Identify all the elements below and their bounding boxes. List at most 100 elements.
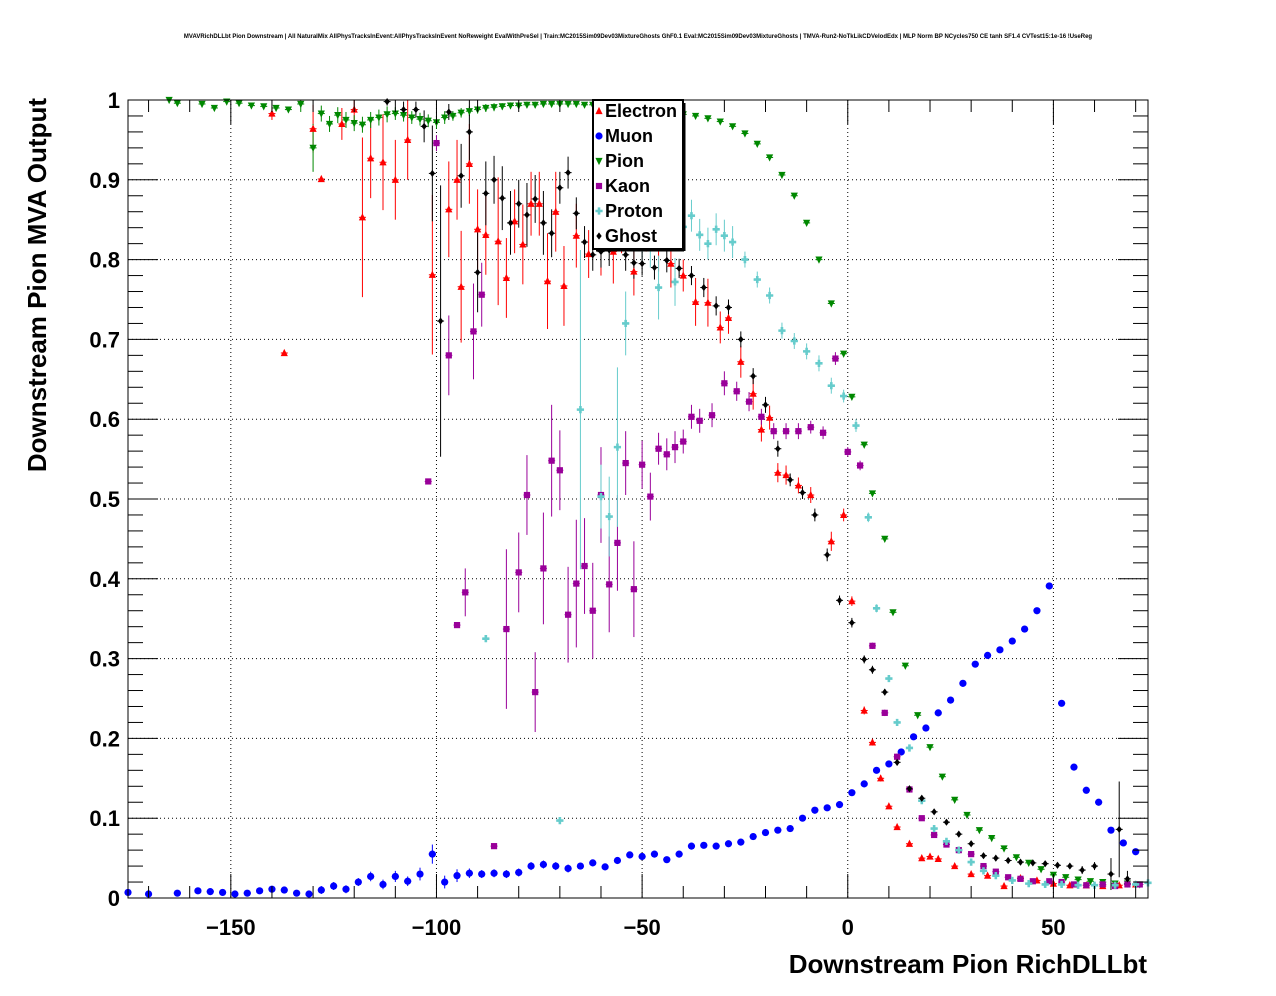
proton-point	[597, 493, 605, 501]
proton-point	[815, 359, 823, 367]
pion-point	[235, 100, 243, 108]
electron-point	[757, 425, 765, 433]
proton-point	[720, 232, 728, 240]
kaon-point	[655, 445, 662, 452]
muon-point	[885, 760, 893, 768]
ghost-point	[688, 271, 695, 280]
legend: Electron Muon Pion Kaon Proton Ghost	[592, 99, 686, 252]
legend-ghost-label: Ghost	[605, 226, 657, 246]
electron-point	[691, 297, 700, 305]
proton-point	[803, 347, 811, 355]
muon-point	[416, 870, 424, 878]
x-axis-title: Downstream Pion RichDLLbt	[789, 949, 1148, 979]
proton-point	[613, 443, 622, 451]
kaon-point	[980, 862, 987, 870]
pion-point	[1000, 845, 1008, 853]
pion-point	[827, 300, 835, 308]
chart-title: MVAVRichDLLbt Pion Downstream | All Natu…	[183, 34, 1093, 40]
kaon-point	[1083, 882, 1090, 889]
electron-point	[679, 271, 687, 279]
proton-point	[852, 421, 860, 430]
proton-point	[885, 674, 893, 683]
pion-point	[753, 140, 761, 148]
muon-point	[761, 828, 770, 837]
kaon-point	[782, 428, 790, 435]
muon-point	[576, 862, 585, 870]
ghost-point	[849, 619, 855, 627]
kaon-point	[968, 851, 975, 858]
muon-point	[280, 886, 288, 894]
pion-point	[580, 101, 589, 109]
ghost-point	[824, 551, 830, 559]
muon-point	[613, 856, 622, 865]
ghost-point	[869, 666, 876, 674]
pion-point	[1062, 874, 1070, 882]
ghost-point	[548, 229, 555, 237]
pion-point	[498, 103, 506, 111]
muon-point	[589, 859, 597, 867]
electron-point	[494, 237, 502, 245]
kaon-point	[844, 448, 851, 456]
muon-point	[490, 869, 498, 877]
electron-point	[527, 199, 535, 207]
proton-point	[741, 256, 749, 264]
ghost-point	[524, 211, 530, 219]
electron-point	[848, 597, 856, 605]
legend-proton-marker	[595, 207, 603, 215]
electron-point	[428, 270, 436, 278]
ghost-point	[1091, 862, 1098, 870]
pion-point	[399, 112, 408, 120]
proton-point	[872, 604, 881, 612]
pion-point	[901, 662, 909, 670]
muon-point	[218, 888, 227, 897]
pion-point	[490, 104, 498, 112]
pion-point	[358, 121, 367, 129]
muon-point	[835, 801, 844, 809]
pion-point	[716, 118, 724, 126]
ghost-point	[565, 169, 571, 177]
proton-point	[1074, 881, 1082, 889]
pion-point	[938, 773, 946, 781]
kaon-point	[931, 831, 938, 839]
muon-point	[946, 696, 955, 704]
pion-point	[975, 827, 983, 835]
kaon-point	[671, 444, 679, 451]
pion-point	[803, 219, 811, 227]
legend-muon-label: Muon	[605, 126, 653, 146]
muon-point	[872, 766, 881, 774]
ghost-point	[968, 840, 974, 848]
muon-point	[502, 870, 510, 878]
electron-point	[280, 348, 288, 357]
electron-point	[630, 267, 638, 275]
electron-point	[877, 774, 885, 782]
x-tick-label: 50	[1041, 915, 1065, 940]
muon-point	[256, 887, 264, 895]
y-axis: 0 0.1 0.2 0.3 0.4 0.5 0.6 0.7 0.8 0.9 1	[89, 88, 1148, 911]
ghost-point	[446, 108, 452, 116]
muon-point	[811, 806, 819, 814]
y-tick-label: 0.8	[89, 248, 120, 273]
electron-point	[473, 225, 482, 233]
proton-point	[942, 837, 951, 845]
ghost-point	[931, 808, 937, 816]
ghost-point	[516, 200, 522, 208]
pion-point	[840, 350, 848, 358]
muon-point	[687, 842, 696, 850]
ghost-point	[639, 259, 645, 268]
muon-point	[367, 872, 375, 881]
kaon-point	[918, 815, 925, 822]
proton-point	[930, 824, 938, 833]
electron-point	[893, 822, 901, 831]
legend-muon-marker	[595, 132, 603, 140]
electron-point	[552, 207, 560, 215]
pion-point	[1074, 876, 1082, 884]
pion-point	[441, 114, 449, 122]
ghost-point	[1116, 825, 1122, 833]
muon-point	[848, 789, 856, 797]
y-tick-label: 0.5	[89, 487, 120, 512]
pion-point	[367, 116, 375, 125]
pion-point	[317, 110, 325, 118]
electron-point	[367, 154, 375, 162]
electron-point	[519, 240, 527, 248]
